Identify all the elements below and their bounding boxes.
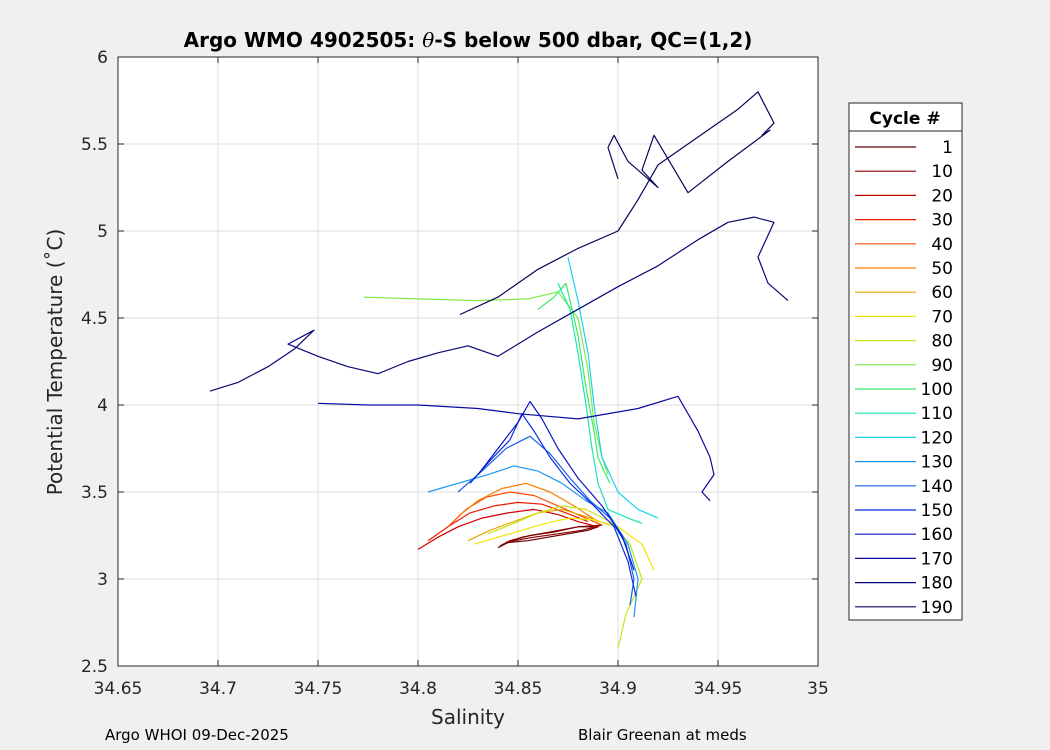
x-tick-label: 34.7 [199, 679, 237, 699]
legend-entry-label: 20 [931, 186, 953, 206]
legend-entry-label: 150 [921, 501, 953, 521]
series-line [317, 395, 715, 502]
legend-entry-label: 40 [931, 235, 953, 255]
y-tick-label: 5 [97, 222, 108, 242]
legend-entry-label: 100 [921, 380, 953, 400]
legend-entry-label: 190 [921, 598, 953, 618]
y-tick-label: 5.5 [81, 135, 108, 155]
legend-entry-label: 30 [931, 211, 953, 231]
series-line [477, 400, 635, 571]
y-tick-label: 3 [97, 570, 108, 590]
y-axis-label: Potential Temperature (˚C) [43, 229, 67, 496]
y-tick-label: 6 [97, 48, 108, 68]
legend-entry-label: 1 [942, 138, 953, 158]
legend-entry-label: 80 [931, 332, 953, 352]
plot-frame [117, 56, 819, 667]
series-line [427, 501, 589, 542]
legend-entry-label: 180 [921, 574, 953, 594]
series-line [487, 505, 643, 649]
series-line [503, 524, 603, 545]
series-line [537, 282, 611, 484]
x-tick-label: 34.85 [494, 679, 543, 699]
y-axis-ticks: 2.5 3 3.5 4 4.5 5 5.5 6 [81, 48, 818, 677]
x-tick-label: 34.65 [94, 679, 143, 699]
series-line [427, 465, 639, 618]
legend-entry-label: 110 [921, 404, 953, 424]
legend-entry-label: 50 [931, 259, 953, 279]
series-line [417, 508, 599, 550]
chart-title: Argo WMO 4902505: θ-S below 500 dbar, QC… [184, 28, 753, 52]
legend-entry-label: 130 [921, 453, 953, 473]
y-tick-label: 2.5 [81, 657, 108, 677]
footer-right: Blair Greenan at meds [578, 726, 747, 744]
series-line [209, 216, 789, 392]
legend-entry-label: 70 [931, 307, 953, 327]
footer-left: Argo WHOI 09-Dec-2025 [105, 726, 289, 744]
series-line [457, 482, 599, 523]
series-line [473, 517, 655, 571]
legend-entry-label: 10 [931, 162, 953, 182]
x-axis-label: Salinity [431, 705, 505, 729]
series-line [459, 91, 775, 316]
series-line [469, 413, 637, 597]
x-tick-label: 34.75 [294, 679, 343, 699]
x-axis-ticks: 34.65 34.7 34.75 34.8 34.85 34.9 34.95 35 [94, 57, 829, 699]
y-tick-label: 4 [97, 396, 108, 416]
legend-entry-label: 140 [921, 477, 953, 497]
x-tick-label: 34.9 [599, 679, 637, 699]
series-line [567, 256, 659, 519]
legend: Cycle # 11020304050607080901001101201301… [848, 102, 963, 621]
legend-title: Cycle # [869, 109, 940, 129]
y-tick-label: 4.5 [81, 309, 108, 329]
legend-entry-label: 60 [931, 283, 953, 303]
series-line [557, 282, 643, 524]
x-tick-label: 35 [807, 679, 829, 699]
x-tick-label: 34.95 [694, 679, 743, 699]
legend-entry-label: 120 [921, 428, 953, 448]
grid-lines [118, 57, 818, 666]
y-tick-label: 3.5 [81, 483, 108, 503]
series-layer [209, 91, 789, 649]
legend-entry-label: 160 [921, 525, 953, 545]
legend-items: 1102030405060708090100110120130140150160… [855, 138, 953, 618]
legend-entry-label: 90 [931, 356, 953, 376]
x-tick-label: 34.8 [399, 679, 437, 699]
legend-entry-label: 170 [921, 549, 953, 569]
plot-area [118, 57, 818, 666]
